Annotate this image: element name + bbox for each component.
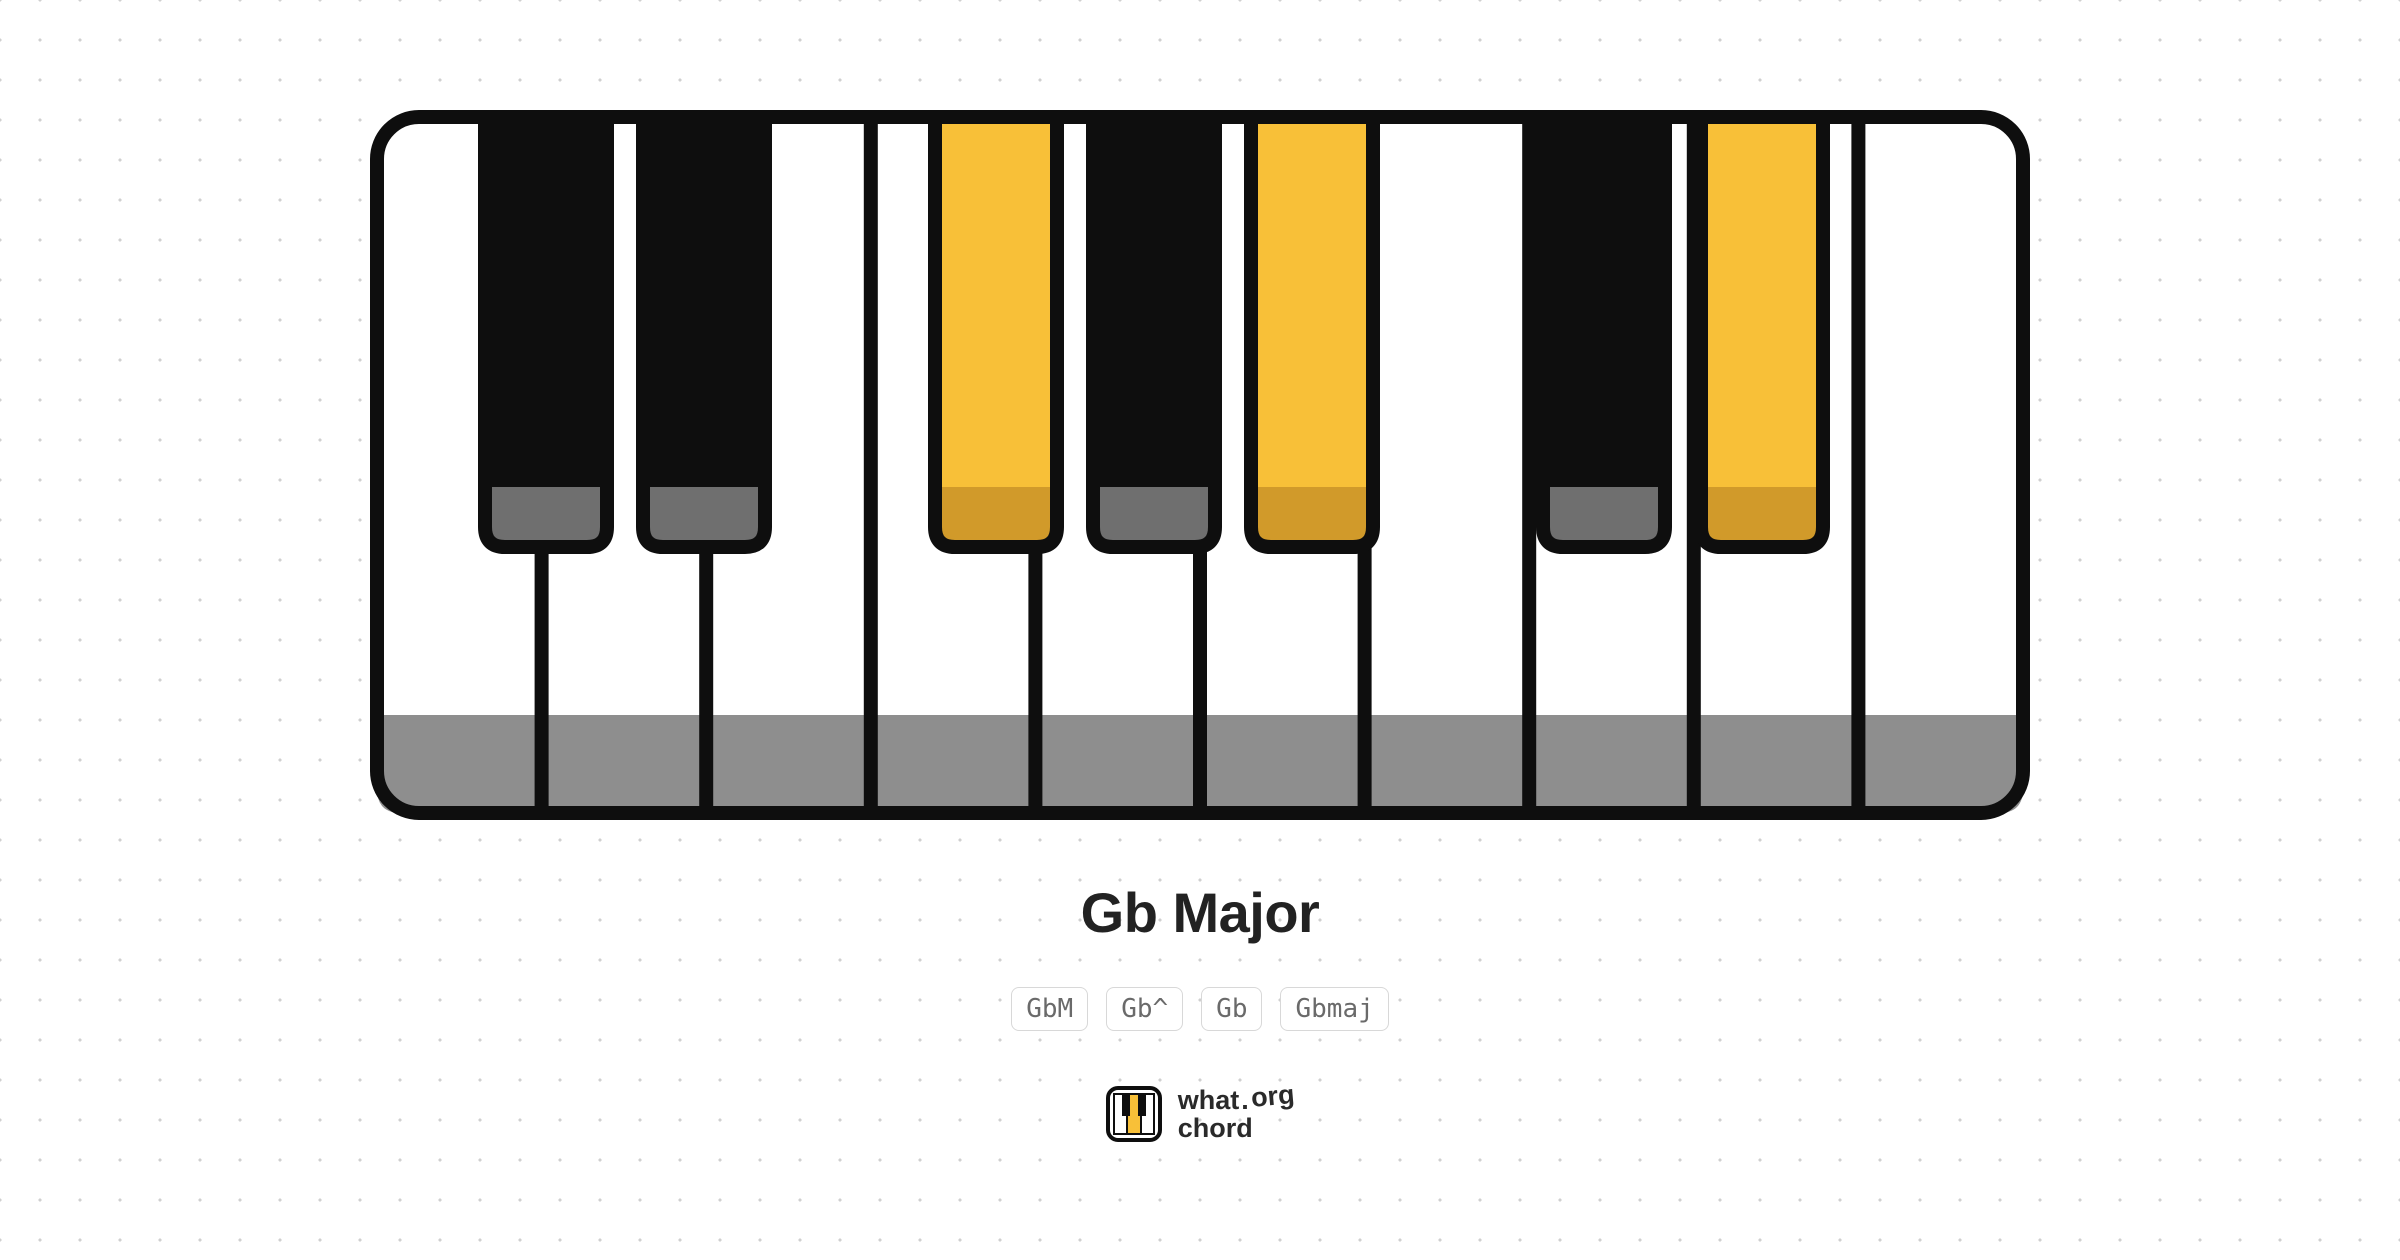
brand-word-what: what xyxy=(1178,1086,1240,1114)
alias-tag: Gbmaj xyxy=(1280,987,1388,1031)
chord-title: Gb Major xyxy=(1081,880,1320,945)
white-key-shadow xyxy=(1365,715,1530,813)
brand-text: what . org chord xyxy=(1178,1086,1295,1143)
white-key-shadow xyxy=(1529,715,1694,813)
black-key-shadow xyxy=(1701,487,1823,547)
black-key-shadow xyxy=(935,487,1057,547)
brand-icon xyxy=(1106,1086,1162,1142)
brand: what . org chord xyxy=(1106,1086,1295,1143)
black-key-active xyxy=(1701,117,1823,547)
white-key-shadow xyxy=(1035,715,1200,813)
black-key-active xyxy=(935,117,1057,547)
black-key xyxy=(485,117,607,547)
white-key-shadow xyxy=(706,715,871,813)
black-key-shadow xyxy=(485,487,607,547)
black-key xyxy=(643,117,765,547)
black-key-shadow xyxy=(1543,487,1665,547)
alias-tag: GbM xyxy=(1011,987,1088,1031)
black-key-shadow xyxy=(643,487,765,547)
black-key-shadow xyxy=(1093,487,1215,547)
black-key xyxy=(1093,117,1215,547)
brand-word-org: org xyxy=(1250,1080,1296,1112)
alias-tag: Gb^ xyxy=(1106,987,1183,1031)
piano-keyboard xyxy=(370,110,2030,820)
white-key-shadow xyxy=(542,715,707,813)
brand-word-chord: chord xyxy=(1178,1114,1295,1142)
white-key-shadow xyxy=(1200,715,1365,813)
black-key xyxy=(1543,117,1665,547)
white-key-shadow xyxy=(871,715,1036,813)
white-key-shadow xyxy=(1694,715,1859,813)
chord-aliases: GbM Gb^ Gb Gbmaj xyxy=(1011,987,1389,1031)
black-key-active xyxy=(1251,117,1373,547)
white-key-shadow xyxy=(1858,715,2023,813)
brand-dot: . xyxy=(1241,1086,1249,1114)
keyboard-svg xyxy=(370,110,2030,820)
alias-tag: Gb xyxy=(1201,987,1262,1031)
black-key-shadow xyxy=(1251,487,1373,547)
white-key-shadow xyxy=(377,715,542,813)
